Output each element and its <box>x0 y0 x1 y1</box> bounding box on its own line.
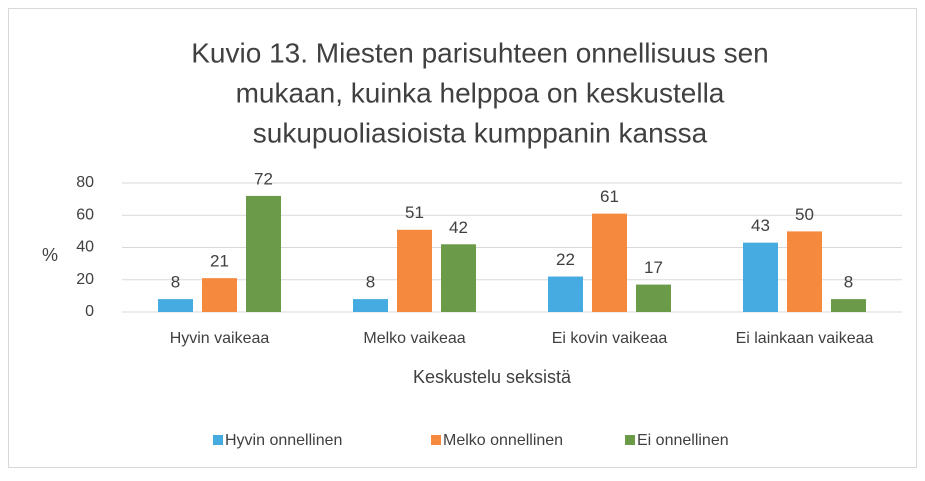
data-label: 42 <box>449 218 468 237</box>
bar <box>441 244 476 312</box>
bar <box>743 242 778 312</box>
data-label: 50 <box>795 205 814 224</box>
legend-label: Hyvin onnellinen <box>225 432 342 449</box>
chart-title: sukupuoliasioista kumppanin kanssa <box>253 117 708 148</box>
x-tick-label: Melko vaikeaa <box>363 330 465 347</box>
legend-label: Melko onnellinen <box>443 432 563 449</box>
data-label: 8 <box>366 273 375 292</box>
data-label: 43 <box>751 216 770 235</box>
bar <box>831 299 866 312</box>
y-tick-label: 60 <box>76 206 94 223</box>
y-tick-label: 0 <box>85 303 94 320</box>
legend-swatch <box>431 435 441 445</box>
data-label: 51 <box>405 203 424 222</box>
x-tick-label: Ei lainkaan vaikeaa <box>736 330 874 347</box>
data-label: 8 <box>844 273 853 292</box>
y-tick-label: 80 <box>76 174 94 191</box>
chart-title: Kuvio 13. Miesten parisuhteen onnellisuu… <box>191 37 768 68</box>
bar <box>353 299 388 312</box>
bar <box>592 213 627 312</box>
bar <box>202 278 237 312</box>
data-label: 21 <box>210 252 229 271</box>
y-tick-label: 40 <box>76 239 94 256</box>
bar <box>246 195 281 312</box>
chart-border <box>8 8 917 468</box>
legend-swatch <box>625 435 635 445</box>
bar <box>397 229 432 312</box>
y-tick-label: 20 <box>76 271 94 288</box>
data-label: 17 <box>644 258 663 277</box>
y-axis-label: % <box>42 245 58 265</box>
data-label: 22 <box>556 250 575 269</box>
data-label: 8 <box>171 273 180 292</box>
chart-title: mukaan, kuinka helppoa on keskustella <box>236 77 725 108</box>
x-axis-label: Keskustelu seksistä <box>413 367 572 387</box>
legend-label: Ei onnellinen <box>637 432 729 449</box>
x-tick-label: Hyvin vaikeaa <box>170 330 270 347</box>
legend-swatch <box>213 435 223 445</box>
bar <box>548 276 583 312</box>
data-label: 72 <box>254 169 273 188</box>
x-tick-label: Ei kovin vaikeaa <box>552 330 668 347</box>
bar <box>787 231 822 312</box>
bar <box>636 284 671 312</box>
bar <box>158 299 193 312</box>
data-label: 61 <box>600 187 619 206</box>
